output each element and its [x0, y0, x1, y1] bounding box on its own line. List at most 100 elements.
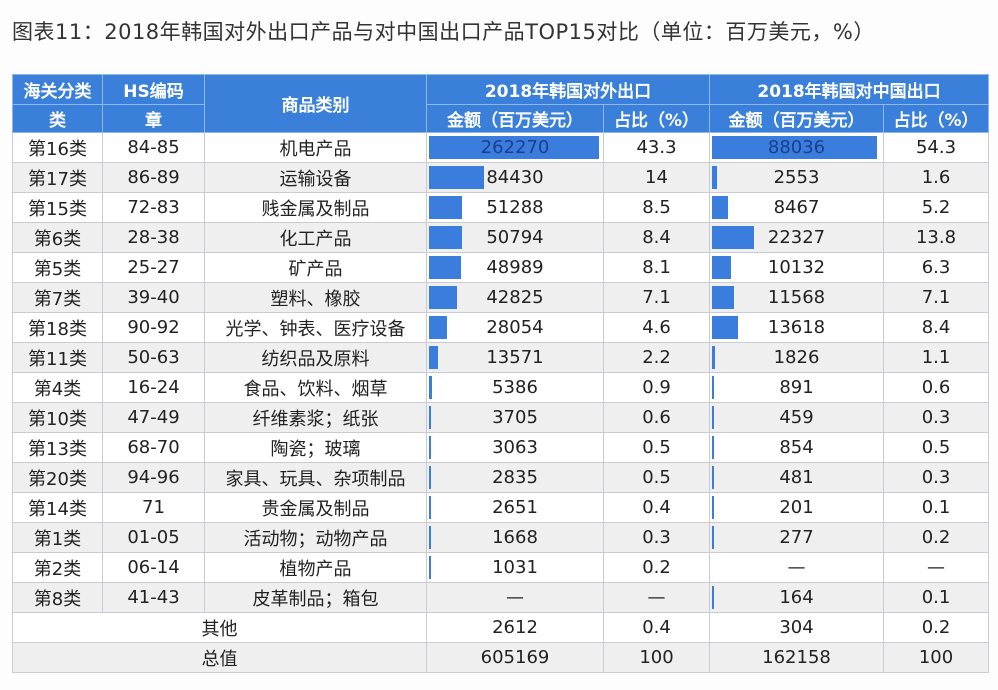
customs-class-cell: 第4类 — [12, 372, 103, 403]
data-bar — [712, 256, 732, 279]
china-amount-cell-value: 201 — [779, 497, 814, 518]
header-chapter-sub: 章 — [102, 104, 205, 133]
china-amount-cell-value: 891 — [779, 377, 814, 398]
world-share-cell: 0.4 — [602, 612, 711, 643]
world-amount-cell-value: 5386 — [492, 377, 538, 398]
world-amount-cell: 5386 — [426, 372, 604, 403]
china-share-cell: 0.3 — [883, 402, 990, 433]
table-row: 第15类 72-83 贱金属及制品 51288 8.5 8467 5.2 — [12, 192, 990, 223]
header-row-2: 类 章 金额（百万美元） 占比（%） 金额（百万美元） 占比（%） — [12, 104, 990, 133]
header-class-sub: 类 — [12, 104, 103, 133]
china-amount-cell: 304 — [709, 612, 885, 643]
data-bar — [712, 286, 735, 309]
table-row: 第17类 86-89 运输设备 84430 14 2553 1.6 — [12, 162, 990, 193]
customs-class-cell: 第5类 — [12, 252, 103, 283]
table-row: 第18类 90-92 光学、钟表、医疗设备 28054 4.6 13618 8.4 — [12, 312, 990, 343]
category-cell: 运输设备 — [204, 162, 427, 193]
customs-class-cell: 第8类 — [12, 582, 103, 613]
data-bar — [712, 316, 739, 339]
china-amount-cell: 10132 — [709, 252, 885, 283]
china-share-cell: 0.1 — [883, 492, 990, 523]
china-amount-cell: — — [709, 552, 885, 583]
china-amount-cell-value: 854 — [779, 437, 814, 458]
header-customs-class: 海关分类 — [12, 74, 103, 105]
world-amount-cell-value: 3063 — [492, 437, 538, 458]
china-amount-cell: 13618 — [709, 312, 885, 343]
china-amount-cell: 11568 — [709, 282, 885, 313]
hs-code-cell: 86-89 — [102, 162, 205, 193]
header-group-world: 2018年韩国对外出口 — [425, 74, 711, 105]
customs-class-cell: 第7类 — [12, 282, 103, 313]
china-amount-cell: 201 — [709, 492, 885, 523]
data-bar — [712, 346, 716, 369]
table-row: 第14类 71 贵金属及制品 2651 0.4 201 0.1 — [12, 492, 990, 523]
hs-code-cell: 84-85 — [102, 132, 205, 163]
data-bar — [429, 166, 484, 189]
world-share-cell: 100 — [602, 642, 711, 673]
category-cell: 活动物；动物产品 — [204, 522, 427, 553]
world-amount-cell: 1031 — [426, 552, 604, 583]
world-amount-cell-value: 48989 — [486, 257, 544, 278]
china-share-cell: 7.1 — [883, 282, 990, 313]
export-comparison-table: 海关分类 HS编码 商品类别 2018年韩国对外出口 2018年韩国对中国出口 … — [12, 74, 990, 673]
world-amount-cell: 50794 — [426, 222, 604, 253]
china-share-cell: — — [883, 552, 990, 583]
china-amount-cell: 162158 — [709, 642, 885, 673]
data-bar — [712, 586, 715, 609]
china-amount-cell: 481 — [709, 462, 885, 493]
category-cell: 光学、钟表、医疗设备 — [204, 312, 427, 343]
world-share-cell: 0.2 — [602, 552, 711, 583]
china-amount-cell: 854 — [709, 432, 885, 463]
world-share-cell: 0.9 — [602, 372, 711, 403]
category-cell: 贱金属及制品 — [204, 192, 427, 223]
data-bar — [429, 406, 431, 429]
world-amount-cell: 42825 — [426, 282, 604, 313]
data-bar — [429, 556, 431, 579]
others-row-label: 其他 — [12, 612, 427, 643]
data-bar — [712, 136, 878, 159]
china-amount-cell: 22327 — [709, 222, 885, 253]
china-share-cell: 0.1 — [883, 582, 990, 613]
hs-code-cell: 16-24 — [102, 372, 205, 403]
data-bar — [712, 226, 755, 249]
world-amount-cell: 28054 — [426, 312, 604, 343]
china-amount-cell-value: — — [787, 557, 806, 578]
customs-class-cell: 第18类 — [12, 312, 103, 343]
china-share-cell: 6.3 — [883, 252, 990, 283]
world-share-cell: 7.1 — [602, 282, 711, 313]
china-amount-cell-value: 164 — [779, 587, 814, 608]
world-share-cell: 0.4 — [602, 492, 711, 523]
header-group-china: 2018年韩国对中国出口 — [709, 74, 990, 105]
category-cell: 皮革制品；箱包 — [204, 582, 427, 613]
world-share-cell: — — [602, 582, 711, 613]
china-amount-cell: 88036 — [709, 132, 885, 163]
hs-code-cell: 94-96 — [102, 462, 205, 493]
world-amount-cell: 13571 — [426, 342, 604, 373]
table-row: 第13类 68-70 陶瓷；玻璃 3063 0.5 854 0.5 — [12, 432, 990, 463]
hs-code-cell: 68-70 — [102, 432, 205, 463]
table-row: 第1类 01-05 活动物；动物产品 1668 0.3 277 0.2 — [12, 522, 990, 553]
table-row: 第11类 50-63 纺织品及原料 13571 2.2 1826 1.1 — [12, 342, 990, 373]
world-amount-cell: 2612 — [426, 612, 604, 643]
table-body: 第16类 84-85 机电产品 262270 43.3 88036 54.3 第17类 86-8… — [12, 132, 990, 673]
china-amount-cell: 164 — [709, 582, 885, 613]
data-bar — [429, 466, 431, 489]
header-world-share: 占比（%） — [602, 104, 711, 133]
china-share-cell: 0.6 — [883, 372, 990, 403]
header-hs-code: HS编码 — [102, 74, 205, 105]
data-bar — [429, 226, 462, 249]
data-bar — [712, 436, 715, 459]
table-row: 第20类 94-96 家具、玩具、杂项制品 2835 0.5 481 0.3 — [12, 462, 990, 493]
world-share-cell: 8.4 — [602, 222, 711, 253]
customs-class-cell: 第16类 — [12, 132, 103, 163]
data-bar — [429, 316, 447, 339]
world-share-cell: 0.6 — [602, 402, 711, 433]
data-bar — [712, 166, 718, 189]
header-category: 商品类别 — [204, 74, 427, 133]
world-share-cell: 8.1 — [602, 252, 711, 283]
category-cell: 机电产品 — [204, 132, 427, 163]
china-amount-cell: 1826 — [709, 342, 885, 373]
table-row: 第5类 25-27 矿产品 48989 8.1 10132 6.3 — [12, 252, 990, 283]
table-row: 第8类 41-43 皮革制品；箱包 — — 164 0.1 — [12, 582, 990, 613]
china-share-cell: 0.2 — [883, 522, 990, 553]
